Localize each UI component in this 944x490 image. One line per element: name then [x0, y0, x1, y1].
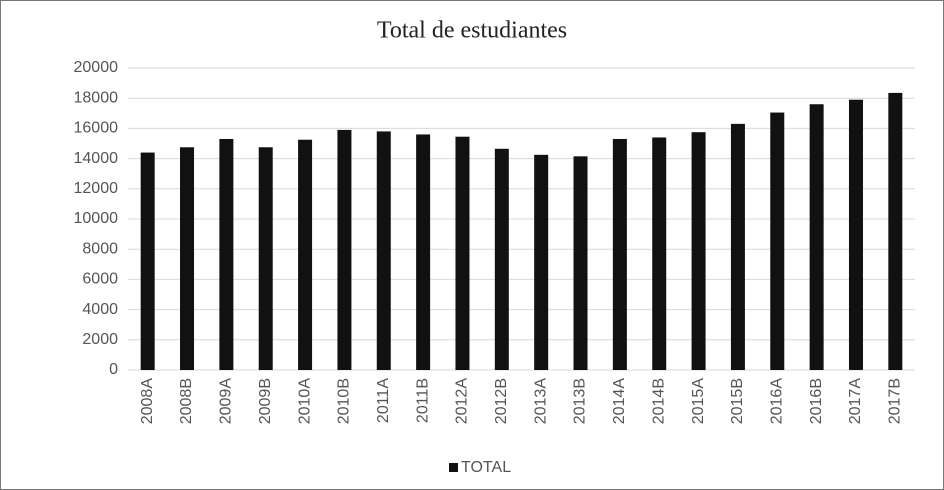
y-tick-label: 2000 [82, 331, 118, 348]
x-tick-label: 2017A [847, 378, 864, 425]
legend-swatch [449, 463, 458, 472]
x-tick-label: 2016A [768, 378, 785, 425]
x-tick-label: 2014A [611, 378, 628, 425]
legend-label: TOTAL [461, 459, 511, 476]
bar [455, 136, 470, 370]
y-tick-label: 4000 [82, 301, 118, 318]
bar [180, 147, 195, 370]
x-tick-label: 2010A [296, 378, 313, 425]
y-tick-label: 6000 [82, 271, 118, 288]
x-tick-label: 2012A [454, 378, 471, 425]
bar [337, 129, 352, 370]
x-tick-label: 2012B [493, 378, 510, 424]
y-tick-label: 12000 [74, 180, 119, 197]
bar [612, 138, 627, 370]
y-tick-label: 10000 [74, 210, 119, 227]
x-tick-label: 2013B [572, 378, 589, 424]
bar [848, 99, 863, 371]
bar [140, 152, 155, 370]
bar [573, 156, 588, 370]
x-tick-label: 2009A [218, 378, 235, 425]
x-tick-label: 2015B [729, 378, 746, 424]
x-tick-label: 2008A [139, 378, 156, 425]
bar [888, 92, 903, 370]
y-tick-label: 16000 [74, 120, 119, 137]
x-tick-label: 2008B [178, 378, 195, 424]
x-tick-label: 2017B [887, 378, 904, 424]
x-tick-label: 2014B [650, 378, 667, 424]
bar [652, 137, 667, 370]
x-tick-label: 2016B [808, 378, 825, 424]
chart-title: Total de estudiantes [377, 18, 567, 44]
bar [376, 131, 391, 370]
x-tick-label: 2013A [532, 378, 549, 425]
bar [770, 112, 785, 371]
y-tick-label: 0 [109, 361, 118, 378]
bar [494, 148, 509, 370]
x-tick-label: 2010B [336, 378, 353, 424]
y-tick-label: 14000 [74, 150, 119, 167]
y-tick-label: 18000 [74, 89, 119, 106]
bar [809, 104, 824, 371]
x-tick-label: 2011A [375, 378, 392, 423]
bar [730, 123, 745, 371]
bar [298, 139, 313, 370]
bar [691, 132, 706, 370]
y-tick-label: 20000 [74, 59, 119, 76]
x-tick-label: 2015A [690, 378, 707, 425]
bar [219, 138, 234, 370]
x-tick-label: 2011B [414, 378, 431, 423]
x-tick-label: 2009B [257, 378, 274, 424]
bar [534, 154, 549, 370]
bar [416, 134, 431, 370]
bar [258, 147, 273, 370]
y-tick-label: 8000 [82, 240, 118, 257]
